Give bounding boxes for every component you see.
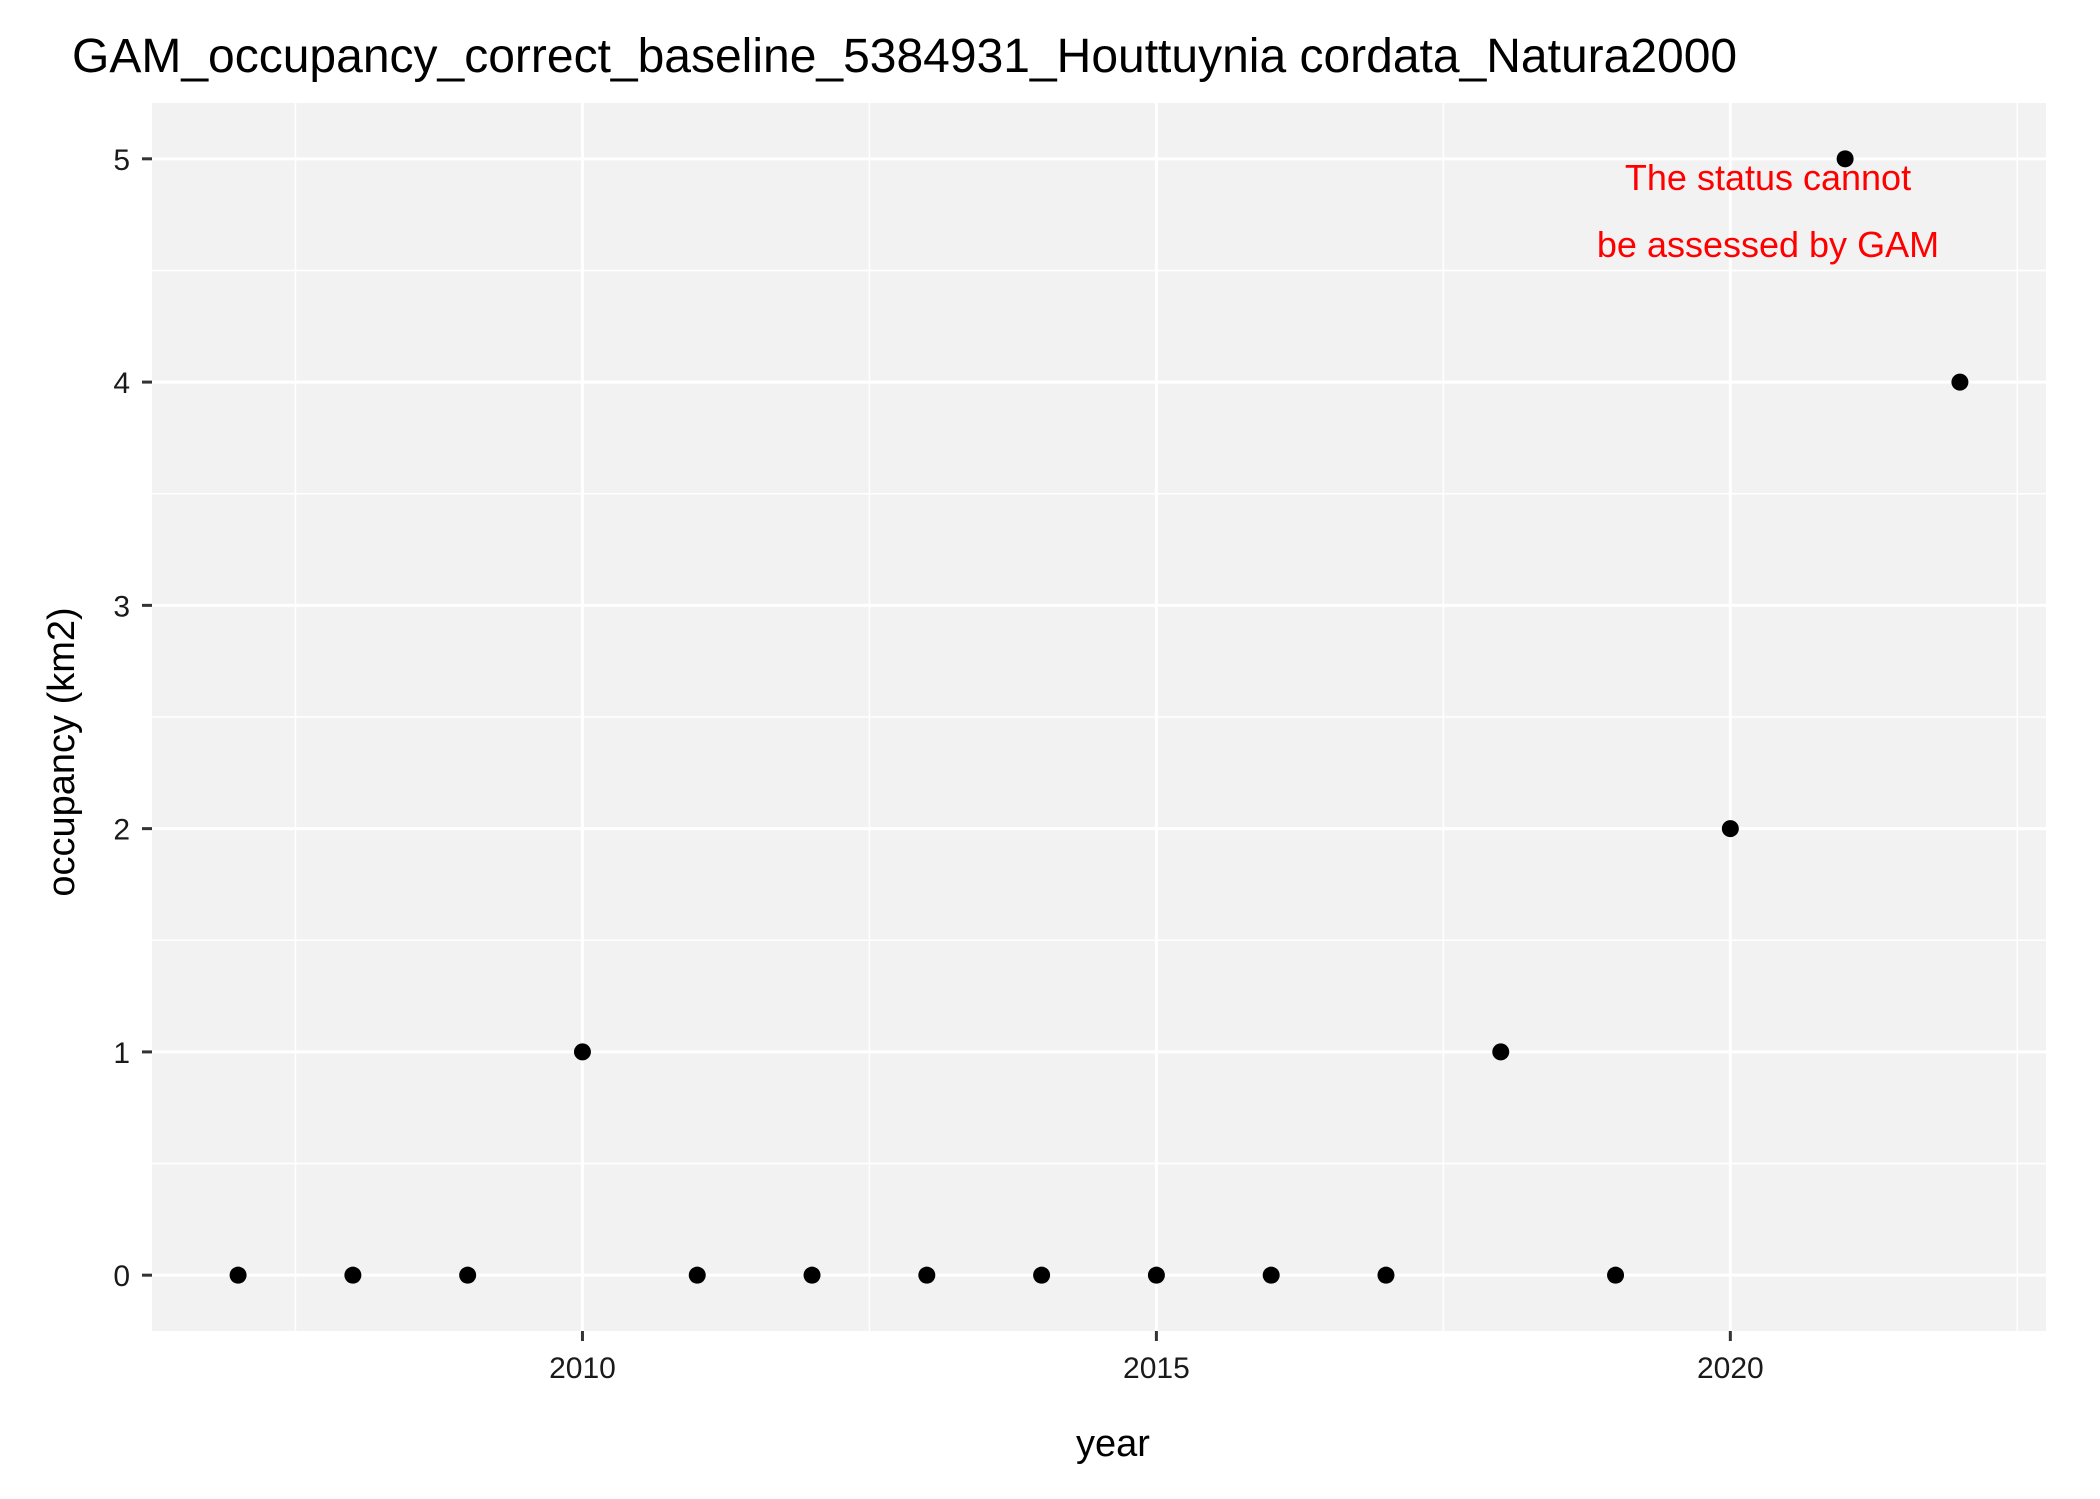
annotation: The status cannot be assessed by GAM: [1597, 157, 1939, 265]
y-tick-label-0: 0: [113, 1260, 130, 1293]
major-grid-x: [580, 103, 1732, 1331]
y-tick-label-1: 1: [113, 1037, 130, 1070]
data-point-2010: [573, 1043, 591, 1061]
x-axis: 2010 2015 2020: [549, 1331, 1764, 1385]
data-point-2013: [918, 1266, 936, 1284]
data-point-2007: [229, 1266, 247, 1284]
data-point-2017: [1377, 1266, 1395, 1284]
data-points: [229, 150, 1969, 1284]
data-point-2016: [1262, 1266, 1280, 1284]
x-tick-label-1: 2015: [1123, 1352, 1190, 1385]
data-point-2014: [1033, 1266, 1051, 1284]
y-tick-label-2: 2: [113, 814, 130, 847]
data-point-2012: [803, 1266, 821, 1284]
data-point-2008: [344, 1266, 362, 1284]
y-tick-label-5: 5: [113, 144, 130, 177]
y-tick-label-3: 3: [113, 590, 130, 623]
x-tick-label-0: 2010: [549, 1352, 616, 1385]
data-point-2015: [1147, 1266, 1165, 1284]
data-point-2022: [1951, 373, 1969, 391]
y-axis-title: occupancy (km2): [41, 607, 83, 896]
data-point-2021: [1836, 150, 1854, 168]
y-axis: 0 1 2 3 4 5: [113, 144, 152, 1293]
x-axis-title: year: [1076, 1423, 1150, 1465]
data-point-2018: [1492, 1043, 1510, 1061]
data-point-2011: [688, 1266, 706, 1284]
data-point-2009: [459, 1266, 477, 1284]
data-point-2020: [1721, 820, 1739, 838]
y-tick-label-4: 4: [113, 367, 130, 400]
annotation-line-1: The status cannot: [1625, 157, 1911, 198]
data-point-2019: [1607, 1266, 1625, 1284]
chart-title: GAM_occupancy_correct_baseline_5384931_H…: [72, 30, 1737, 83]
annotation-line-2: be assessed by GAM: [1597, 224, 1939, 265]
x-tick-label-2: 2020: [1697, 1352, 1764, 1385]
